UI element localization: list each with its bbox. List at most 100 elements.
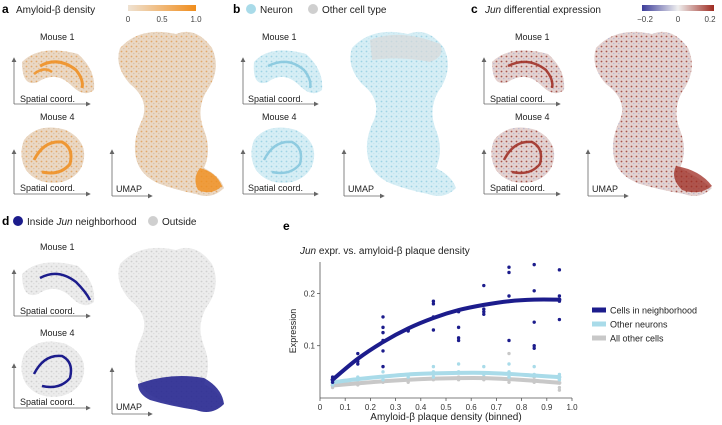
data-point-all-other-cells	[557, 388, 562, 392]
panel-c-colorbar-tick-0: −0.2	[637, 15, 653, 24]
data-point-cells-in-neighborhood	[381, 330, 385, 335]
panel-b-legend-other: Other cell type	[322, 5, 387, 16]
data-point-cells-in-neighborhood	[431, 302, 436, 306]
panel-c: c Jun differential expression −0.2 0 0.2…	[471, 2, 716, 199]
panel-d-mouse1-tissue	[22, 262, 95, 306]
panel-a-colorbar-tick-0: 0	[126, 15, 131, 24]
x-tick-label: 0.6	[466, 403, 478, 412]
panel-c-title-gene: Jun	[484, 5, 502, 16]
panel-c-title-rest: differential expression	[501, 5, 601, 16]
panel-b-umap-label: UMAP	[348, 184, 374, 194]
panel-d-mouse1-neighborhood	[39, 272, 92, 301]
panel-a-colorbar-tick-1: 0.5	[156, 15, 168, 24]
data-point-cells-in-neighborhood	[456, 336, 461, 340]
panel-a-mouse1-plaque-2	[33, 68, 53, 75]
data-point-all-other-cells	[482, 377, 486, 382]
panel-a-title: Amyloid-β density	[16, 5, 95, 16]
panel-b-mouse1-label: Mouse 1	[262, 32, 297, 42]
panel-b-mouse1-spatial-label: Spatial coord.	[248, 94, 303, 104]
panel-b-mouse4-tissue	[251, 127, 315, 183]
panel-a-mouse4-tissue	[21, 127, 85, 183]
data-point-cells-in-neighborhood	[381, 364, 385, 369]
data-point-other-neurons	[456, 362, 461, 366]
data-point-cells-in-neighborhood	[482, 309, 486, 314]
data-point-other-neurons	[557, 375, 562, 379]
data-point-cells-in-neighborhood	[532, 343, 536, 348]
data-point-cells-in-neighborhood	[456, 338, 461, 343]
x-tick-label: 0.3	[390, 403, 402, 412]
panel-letter-b: b	[233, 2, 240, 16]
panel-c-mouse1-hotlayer	[507, 60, 554, 89]
panel-e: e Jun expr. vs. amyloid-β plaque density…	[283, 219, 697, 423]
panel-c-mouse4-spatial-label: Spatial coord.	[490, 183, 545, 193]
data-point-all-other-cells	[356, 383, 360, 387]
data-point-cells-in-neighborhood	[356, 359, 360, 364]
data-point-other-neurons	[507, 370, 511, 374]
data-point-all-other-cells	[507, 380, 511, 385]
panel-letter-e: e	[283, 219, 290, 233]
panel-d-mouse1-label: Mouse 1	[40, 242, 75, 252]
data-point-other-neurons	[381, 377, 385, 382]
data-point-other-neurons	[532, 364, 536, 369]
panel-d-mouse4-tissue	[21, 341, 85, 397]
panel-c-umap-axes	[585, 149, 629, 199]
x-tick-label: 0.1	[340, 403, 352, 412]
data-point-other-neurons	[482, 372, 486, 377]
panel-c-mouse4-hotlayer	[502, 140, 543, 175]
panel-b-legend-swatch-other	[308, 4, 318, 14]
panel-a-umap	[118, 31, 224, 196]
x-tick-label: 0.9	[541, 403, 553, 412]
panel-d-legend-swatch-outside	[148, 216, 158, 226]
data-point-all-other-cells	[482, 375, 486, 379]
panel-a-mouse1-axes	[11, 57, 91, 107]
panel-d-umap	[118, 247, 224, 412]
data-point-other-neurons	[557, 372, 562, 377]
data-point-all-other-cells	[557, 385, 562, 390]
panel-b-umap-other-region	[370, 34, 442, 62]
panel-d-legend-inside: Inside Jun neighborhood	[27, 217, 137, 228]
panel-b-mouse4-layer	[262, 140, 303, 175]
data-point-all-other-cells	[431, 377, 436, 382]
panel-d-legend-inside-suffix: neighborhood	[73, 217, 137, 228]
panel-a-colorbar	[128, 5, 196, 11]
y-tick-label: 0.2	[304, 289, 316, 298]
data-point-cells-in-neighborhood	[482, 312, 486, 317]
panel-a-mouse4-plaque	[32, 140, 73, 175]
panel-a-mouse1-tissue	[22, 50, 95, 94]
panel-a-umap-axes	[109, 149, 153, 199]
data-point-all-other-cells	[456, 375, 461, 379]
x-tick-label: 0.5	[440, 403, 452, 412]
panel-b-legend-neuron: Neuron	[260, 5, 293, 16]
data-point-all-other-cells	[381, 380, 385, 385]
panel-c-mouse4-axes	[481, 149, 561, 197]
data-point-cells-in-neighborhood	[557, 268, 562, 272]
data-point-cells-in-neighborhood	[557, 294, 562, 298]
x-tick-label: 0.4	[415, 403, 427, 412]
panel-c-mouse1-spatial-label: Spatial coord.	[490, 94, 545, 104]
panel-d: d Inside Jun neighborhood Outside Mouse …	[2, 214, 224, 417]
panel-c-colorbar-tick-1: 0	[676, 15, 681, 24]
series-line-all-other-cells	[330, 376, 562, 388]
data-point-cells-in-neighborhood	[482, 307, 486, 311]
data-point-cells-in-neighborhood	[456, 325, 461, 330]
data-point-cells-in-neighborhood	[381, 349, 385, 353]
data-point-all-other-cells	[532, 380, 536, 385]
data-point-other-neurons	[532, 372, 536, 377]
data-point-cells-in-neighborhood	[507, 265, 511, 269]
panel-a-umap-hotspot	[195, 168, 222, 193]
x-tick-label: 0.2	[365, 403, 377, 412]
data-point-cells-in-neighborhood	[532, 262, 536, 267]
y-tick-label: 0.1	[304, 342, 316, 351]
series-line-cells-in-neighborhood	[330, 297, 562, 382]
data-point-cells-in-neighborhood	[532, 346, 536, 351]
data-point-cells-in-neighborhood	[507, 270, 511, 275]
panel-letter-a: a	[2, 2, 9, 16]
panel-b-umap-axes	[341, 149, 385, 199]
panel-a-mouse4-spatial-label: Spatial coord.	[20, 183, 75, 193]
data-point-cells-in-neighborhood	[330, 377, 335, 382]
panel-b-legend-swatch-neuron	[246, 4, 256, 14]
data-point-other-neurons	[557, 377, 562, 382]
data-point-cells-in-neighborhood	[356, 362, 360, 366]
data-point-other-neurons	[330, 383, 335, 387]
panel-d-legend-inside-prefix: Inside	[27, 217, 56, 228]
